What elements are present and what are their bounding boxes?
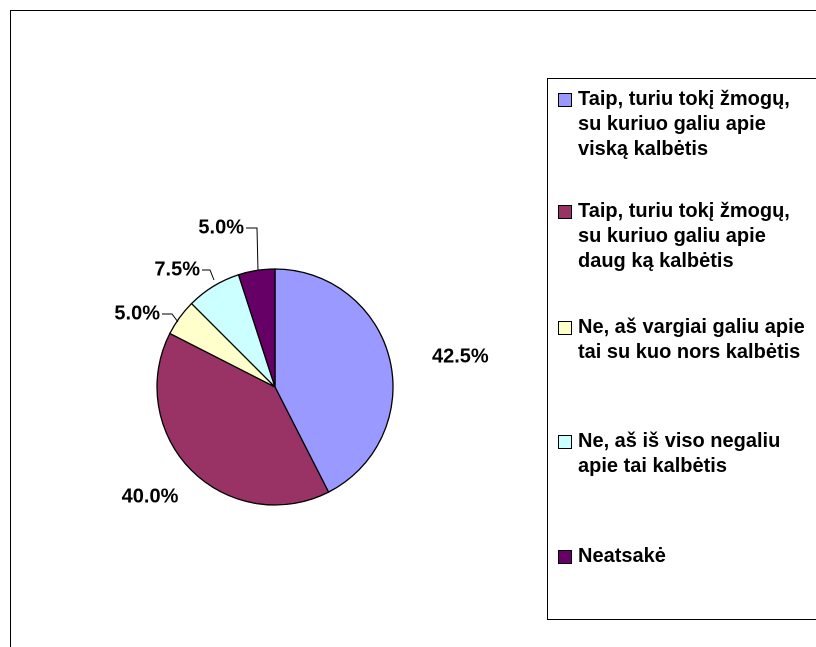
leader-line	[246, 227, 259, 272]
pie-slice	[274, 268, 394, 494]
legend-label: Taip, turiu tokį žmogų, su kuriuo galiu …	[578, 88, 790, 160]
legend-entry: Ne, aš vargiai galiu apie tai su kuo nor…	[558, 315, 816, 365]
pie-slice	[237, 268, 276, 388]
legend-entry: Ne, aš iš viso negaliu apie tai kalbėtis	[558, 429, 816, 479]
legend-entry: Taip, turiu tokį žmogų, su kuriuo galiu …	[558, 199, 816, 274]
leader-line	[202, 269, 215, 281]
pie-slice	[156, 332, 330, 506]
legend-label: Taip, turiu tokį žmogų, su kuriuo galiu …	[578, 200, 790, 272]
legend-entry: Neatsakė	[558, 544, 816, 569]
legend-swatch	[558, 550, 572, 564]
legend-swatch	[558, 93, 572, 107]
legend-label: Ne, aš vargiai galiu apie tai su kuo nor…	[578, 316, 805, 363]
legend: Taip, turiu tokį žmogų, su kuriuo galiu …	[547, 78, 816, 620]
legend-label: Neatsakė	[578, 545, 666, 567]
data-label: 7.5%	[154, 258, 200, 280]
legend-label: Ne, aš iš viso negaliu apie tai kalbėtis	[578, 430, 781, 477]
data-label: 5.0%	[198, 216, 244, 238]
legend-entry: Taip, turiu tokį žmogų, su kuriuo galiu …	[558, 87, 816, 162]
data-label: 5.0%	[114, 302, 160, 324]
chart-frame	[10, 10, 816, 647]
leader-line	[162, 313, 179, 323]
data-label: 40.0%	[122, 485, 179, 507]
legend-swatch	[558, 205, 572, 219]
data-label: 42.5%	[432, 345, 489, 367]
legend-swatch	[558, 435, 572, 449]
legend-swatch	[558, 321, 572, 335]
